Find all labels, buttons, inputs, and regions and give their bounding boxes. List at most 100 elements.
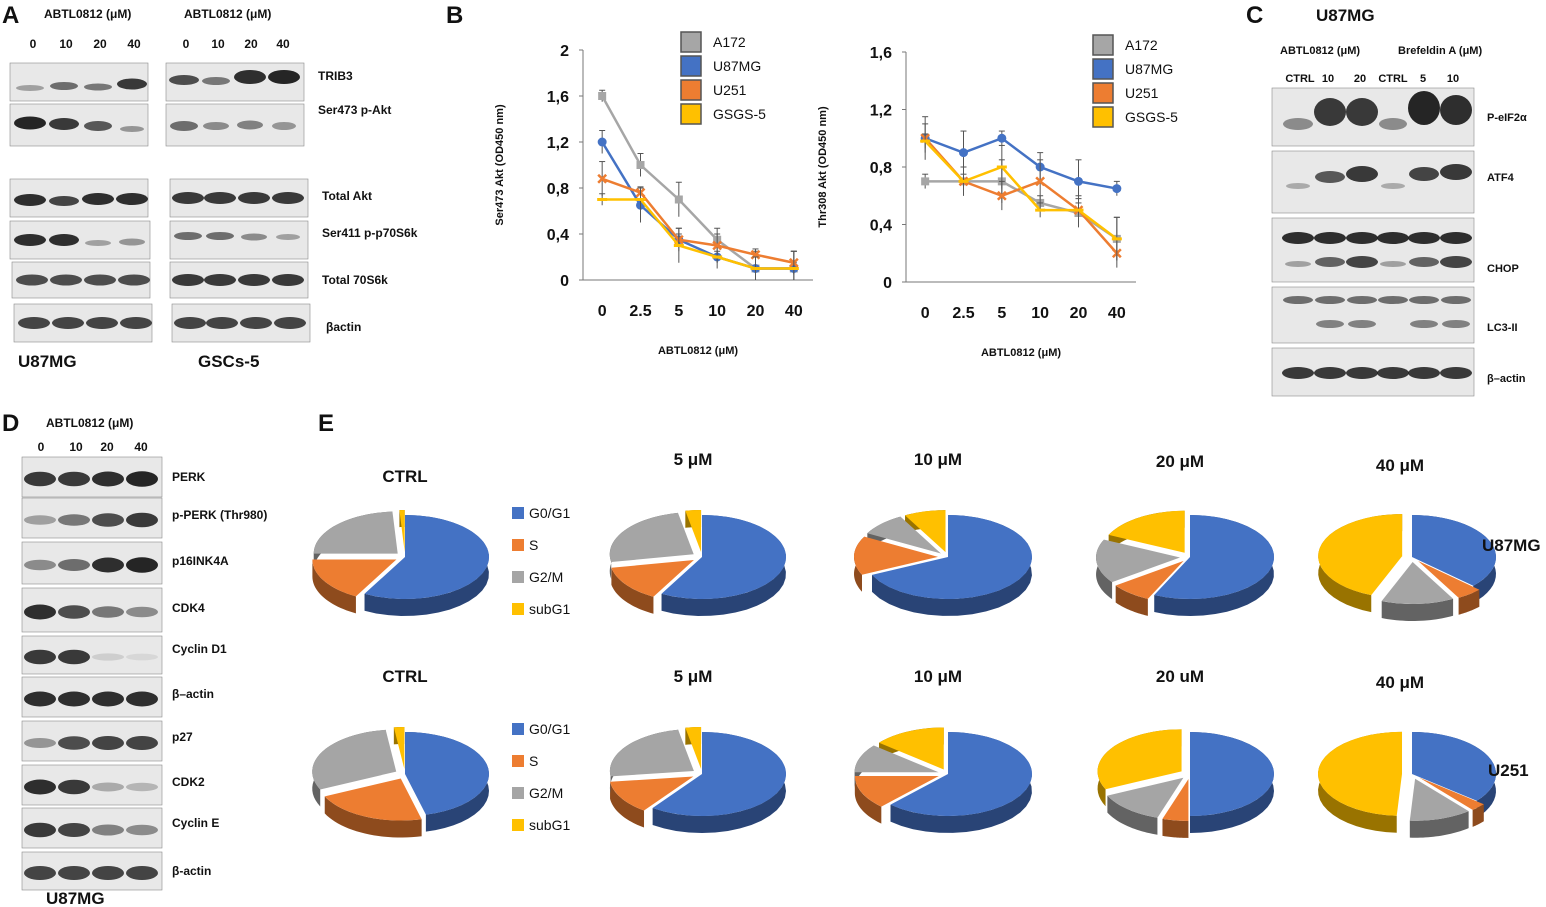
chart-thr308: 0 0,4 0,8 1,2 1,6 0 2.5 5 10 20 40 ABTL0812 (μM) Thr… — [817, 34, 1178, 359]
pie-title: CTRL — [382, 667, 427, 686]
blot-band — [92, 736, 124, 750]
pie-slice-side — [312, 559, 356, 614]
pie-row-U251: CTRL 5 μM 10 μM 20 uM 40 μM U251 — [312, 667, 1529, 838]
dose-label: 20 — [100, 440, 114, 454]
legend-label: G2/M — [529, 569, 563, 585]
protein-label: CDK4 — [172, 601, 205, 615]
pie-slice-G2/M — [609, 729, 694, 777]
pie-legend: G0/G1 S G2/M subG1 — [512, 721, 570, 833]
pie-title: 40 μM — [1376, 673, 1424, 692]
legend-swatch — [512, 787, 524, 799]
protein-label: Cyclin D1 — [172, 642, 227, 656]
legend-swatch — [512, 571, 524, 583]
x-axis-title: ABTL0812 (μM) — [981, 347, 1061, 359]
blot-band — [24, 515, 56, 525]
x-tick-label: 40 — [785, 303, 803, 320]
x-tick-label: 0 — [598, 303, 607, 320]
panel-e-letter: E — [318, 410, 334, 437]
legend-swatch — [512, 723, 524, 735]
protein-label: p27 — [172, 730, 193, 744]
blot-band — [92, 606, 124, 618]
blot-band — [92, 866, 124, 880]
pie-slice-subG1 — [879, 727, 944, 770]
pie-slice-subG1 — [905, 510, 946, 553]
series-line-GSGS-5 — [602, 198, 794, 270]
series-line-U251 — [924, 137, 1118, 255]
pie-title: CTRL — [382, 467, 427, 486]
series-line-U87MG — [601, 141, 794, 270]
pie-slice-G2/M — [1096, 539, 1181, 583]
pie-slice-subG1 — [685, 727, 702, 770]
blot-band — [58, 736, 90, 750]
x-tick-label: 2.5 — [629, 303, 651, 320]
protein-label: Total 70S6k — [322, 273, 388, 287]
pie-title: 5 μM — [674, 450, 713, 469]
x-tick-label: 40 — [1108, 305, 1126, 322]
legend-label: A172 — [1125, 37, 1158, 53]
dose-label: 40 — [276, 37, 290, 51]
blot-strip — [1271, 150, 1475, 214]
pie-slice-G0/G1 — [405, 732, 489, 815]
dose-label: 40 — [134, 440, 148, 454]
blot-band — [24, 779, 56, 795]
pie-slice-G2/M — [867, 516, 941, 554]
dose-label: 20 — [93, 37, 107, 51]
blot-band — [24, 866, 56, 880]
blot-band — [24, 649, 56, 665]
cell-line-label: U87MG — [18, 352, 77, 371]
legend-label: U251 — [713, 82, 747, 98]
panel-a-treatment-left: ABTL0812 (μM) — [44, 7, 131, 21]
pie-slice-side — [324, 796, 422, 838]
legend-swatch — [680, 31, 702, 53]
data-point — [597, 173, 608, 184]
pie-slice-side — [611, 567, 654, 614]
pie-slice-subG1 — [1097, 729, 1182, 790]
blot-band — [24, 822, 56, 838]
lane-label: 5 — [1420, 73, 1426, 85]
protein-label: CHOP — [1487, 263, 1519, 275]
panel-b-letter: B — [446, 2, 463, 29]
blot-band — [58, 605, 90, 619]
pie-chart: 40 μM — [1318, 456, 1497, 621]
y-tick-label: 0,8 — [870, 160, 892, 177]
legend-label: GSGS-5 — [713, 106, 766, 122]
x-tick-label: 2.5 — [952, 305, 974, 322]
pie-slice-side — [1107, 795, 1158, 835]
blot-band — [24, 738, 56, 748]
data-point — [996, 190, 1007, 201]
legend-swatch — [512, 819, 524, 831]
panel-d-letter: D — [2, 410, 19, 437]
pie-slice-G0/G1 — [871, 515, 1032, 599]
blot-band — [126, 557, 158, 573]
legend-label: subG1 — [529, 601, 570, 617]
blot-band — [24, 471, 56, 487]
legend-swatch — [512, 603, 524, 615]
y-tick-label: 1,6 — [547, 89, 569, 106]
pie-slice-G0/G1 — [364, 515, 490, 600]
pie-title: 5 μM — [674, 667, 713, 686]
x-tick-label: 10 — [708, 303, 726, 320]
blot-band — [126, 512, 158, 528]
pie-title: 40 μM — [1376, 456, 1424, 475]
data-point — [674, 195, 683, 204]
y-tick-label: 0 — [883, 275, 892, 292]
x-tick-label: 20 — [1070, 305, 1088, 322]
legend-swatch — [680, 55, 702, 77]
protein-label: p-PERK (Thr980) — [172, 508, 267, 522]
cell-line-label: U87MG — [46, 889, 105, 907]
panel-a-letter: A — [2, 2, 19, 29]
panel-c-title: U87MG — [1316, 6, 1375, 25]
legend-swatch — [1092, 58, 1114, 80]
pie-title: 20 uM — [1156, 667, 1204, 686]
legend-label: subG1 — [529, 817, 570, 833]
pie-slice-G0/G1 — [1154, 515, 1274, 599]
protein-label: PERK — [172, 470, 206, 484]
lane-label: 20 — [1354, 73, 1366, 85]
data-point — [1074, 176, 1083, 186]
pie-slice-S — [312, 559, 397, 597]
blot-band — [126, 606, 158, 618]
protein-label: β-actin — [172, 864, 211, 878]
